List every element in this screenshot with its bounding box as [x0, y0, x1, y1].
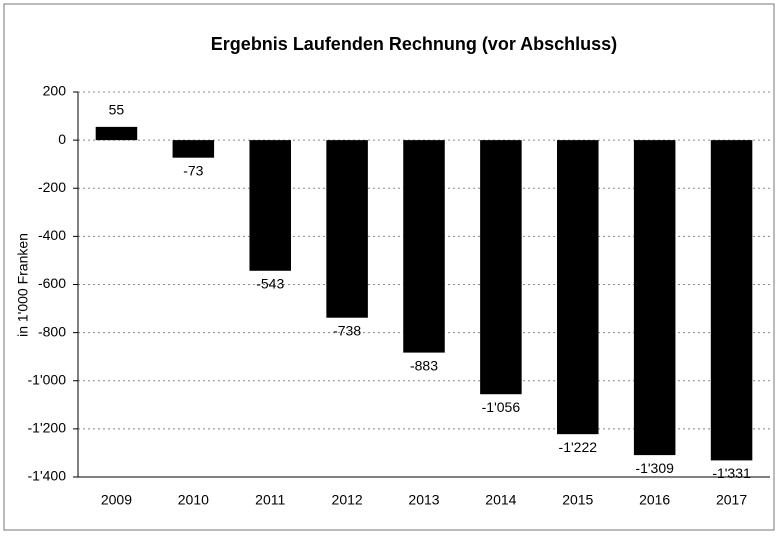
bar [172, 140, 215, 158]
bar [633, 140, 676, 456]
data-label: -1'056 [482, 399, 521, 415]
y-tick-label: -1'400 [28, 468, 67, 484]
x-tick-label: 2013 [408, 492, 439, 508]
bar [710, 140, 753, 461]
data-label: -883 [410, 357, 438, 373]
data-label: -1'331 [712, 465, 751, 481]
bar [249, 140, 291, 271]
data-label: 55 [109, 102, 125, 118]
x-tick-label: 2014 [485, 492, 516, 508]
x-tick-label: 2010 [178, 492, 209, 508]
x-tick-label: 2017 [716, 492, 747, 508]
x-tick-label: 2012 [332, 492, 363, 508]
y-tick-label: -200 [38, 179, 66, 195]
bar [326, 140, 368, 318]
y-axis-label: in 1'000 Franken [15, 233, 31, 337]
data-label: -73 [183, 162, 203, 178]
data-label: -738 [333, 322, 361, 338]
y-tick-label: 0 [58, 131, 66, 147]
y-tick-label: -400 [38, 227, 66, 243]
chart-title: Ergebnis Laufenden Rechnung (vor Abschlu… [211, 34, 617, 54]
bar [403, 140, 445, 353]
x-tick-label: 2015 [562, 492, 593, 508]
bar [95, 126, 138, 141]
y-tick-label: 200 [43, 83, 67, 99]
bar [557, 140, 599, 435]
data-label: -1'222 [559, 439, 598, 455]
x-tick-label: 2016 [639, 492, 670, 508]
y-tick-label: -1'000 [28, 371, 67, 387]
x-tick-label: 2009 [101, 492, 132, 508]
bar [480, 140, 522, 395]
chart-border [3, 3, 775, 531]
y-tick-label: -600 [38, 275, 66, 291]
y-tick-label: -800 [38, 323, 66, 339]
y-tick-label: -1'200 [28, 420, 67, 436]
data-label: -543 [256, 275, 284, 291]
data-label: -1'309 [635, 460, 674, 476]
x-tick-label: 2011 [255, 492, 285, 508]
